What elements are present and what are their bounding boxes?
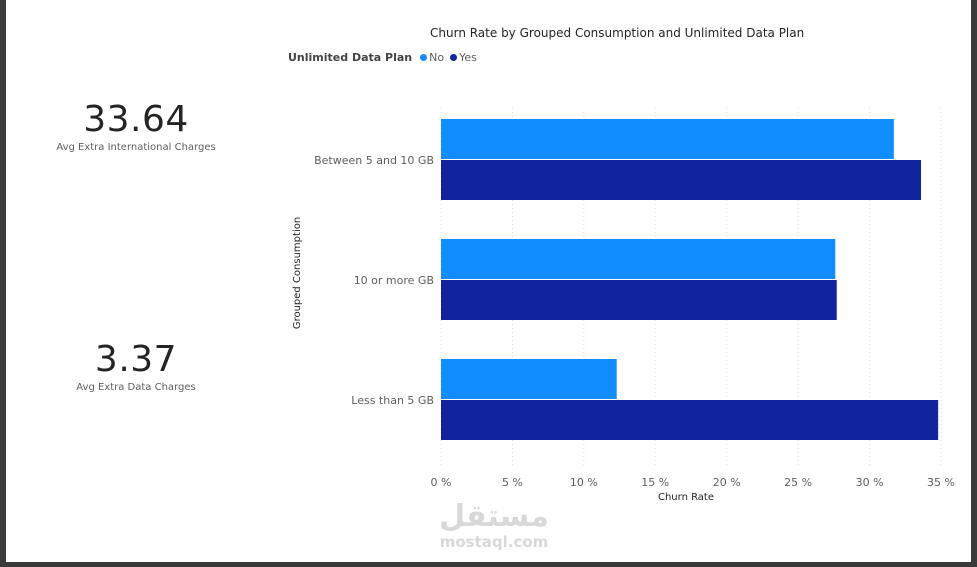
bar-no bbox=[441, 239, 836, 279]
y-tick-label: Less than 5 GB bbox=[351, 394, 434, 407]
bar-yes bbox=[441, 400, 939, 440]
chart-legend: Unlimited Data Plan No Yes bbox=[288, 51, 481, 64]
kpi-label: Avg Extra International Charges bbox=[56, 142, 216, 153]
kpi-card-international-charges[interactable]: 33.64 Avg Extra International Charges bbox=[6, 99, 266, 154]
bar-yes bbox=[441, 160, 921, 200]
bar-no bbox=[441, 119, 894, 159]
x-tick-label: 30 % bbox=[856, 476, 884, 489]
x-tick-label: 25 % bbox=[784, 476, 812, 489]
bar-yes bbox=[441, 280, 837, 320]
legend-label-yes: Yes bbox=[459, 51, 477, 64]
legend-label-no: No bbox=[429, 51, 445, 64]
legend-item-yes[interactable]: Yes bbox=[448, 51, 477, 64]
x-tick-label: 35 % bbox=[927, 476, 955, 489]
kpi-value: 33.64 bbox=[83, 99, 189, 140]
watermark-latin: mostaql.com bbox=[439, 533, 549, 551]
legend-dot-no bbox=[420, 54, 428, 61]
kpi-value: 3.37 bbox=[94, 339, 178, 380]
x-tick-label: 10 % bbox=[570, 476, 598, 489]
watermark: مستقل mostaql.com bbox=[424, 499, 564, 551]
x-tick-label: 15 % bbox=[641, 476, 669, 489]
legend-title: Unlimited Data Plan bbox=[288, 51, 413, 64]
y-axis-title: Grouped Consumption bbox=[292, 217, 303, 329]
y-tick-label: 10 or more GB bbox=[354, 274, 434, 287]
bar-no bbox=[441, 359, 617, 399]
x-tick-label: 5 % bbox=[502, 476, 523, 489]
watermark-arabic: مستقل bbox=[439, 499, 549, 534]
x-tick-label: 20 % bbox=[713, 476, 741, 489]
kpi-label: Avg Extra Data Charges bbox=[76, 382, 196, 393]
legend-dot-yes bbox=[450, 54, 458, 61]
kpi-card-data-charges[interactable]: 3.37 Avg Extra Data Charges bbox=[6, 339, 266, 394]
report-canvas: 33.64 Avg Extra International Charges 3.… bbox=[6, 0, 971, 562]
y-tick-label: Between 5 and 10 GB bbox=[314, 154, 434, 167]
bar-chart: 0 % 5 % 10 % 15 % 20 % 25 % 30 % 35 % Between 5 … bbox=[292, 108, 955, 503]
legend-item-no[interactable]: No bbox=[418, 51, 444, 64]
x-axis-title: Churn Rate bbox=[658, 492, 714, 503]
chart-title: Churn Rate by Grouped Consumption and Un… bbox=[430, 26, 805, 40]
x-tick-label: 0 % bbox=[431, 476, 452, 489]
